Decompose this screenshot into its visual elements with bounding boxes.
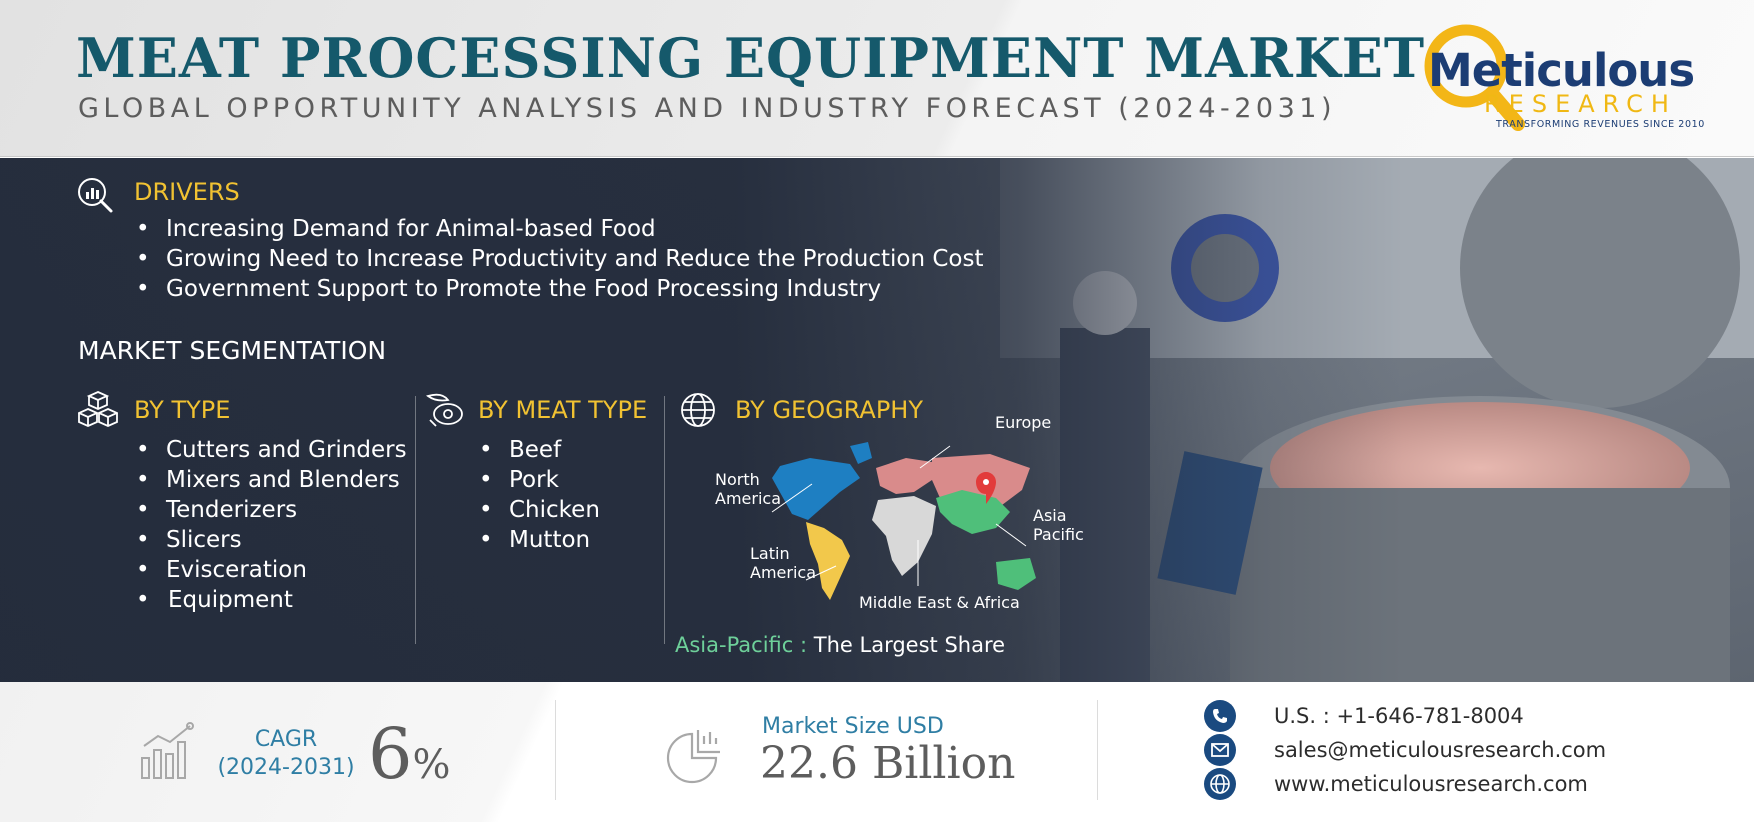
type-item: Slicers: [134, 525, 407, 555]
greenland-region: [850, 442, 872, 464]
map-pin-icon: [976, 472, 996, 504]
header-banner: MEAT PROCESSING EQUIPMENT MARKET GLOBAL …: [0, 0, 1754, 157]
driver-item: Increasing Demand for Animal-based Food: [134, 214, 984, 244]
by-meat-type-heading: BY MEAT TYPE: [478, 396, 648, 424]
largest-share-region: Asia-Pacific :: [675, 633, 808, 657]
mail-icon: [1204, 734, 1236, 766]
largest-share-text: The Largest Share: [813, 633, 1006, 657]
logo-subtitle: RESEARCH: [1484, 90, 1677, 118]
latin-america-region: [806, 522, 850, 600]
market-size-label: Market Size USD: [762, 714, 944, 739]
divider: [415, 396, 416, 644]
driver-item: Growing Need to Increase Productivity an…: [134, 244, 984, 274]
magnifier-chart-icon: [78, 178, 113, 213]
type-item: Tenderizers: [134, 495, 407, 525]
content-panel: DRIVERS Increasing Demand for Animal-bas…: [0, 158, 1754, 682]
europe-region: [876, 458, 932, 494]
map-label-latin-america: Latin America: [750, 544, 816, 582]
cagr-label: CAGR (2024-2031): [217, 727, 355, 780]
meat-type-item: Beef: [477, 435, 600, 465]
segmentation-title: MARKET SEGMENTATION: [78, 336, 387, 365]
phone-icon: [1204, 700, 1236, 732]
by-type-list: Cutters and Grinders Mixers and Blenders…: [134, 435, 407, 615]
pie-chart-icon: [666, 730, 720, 784]
globe-icon: [681, 393, 715, 427]
market-size-value: 22.6 Billion: [760, 738, 1016, 789]
company-logo[interactable]: Meticulous RESEARCH TRANSFORMING REVENUE…: [1412, 18, 1712, 138]
growth-chart-icon: [141, 722, 194, 779]
magnifier-logo-icon: [1424, 24, 1525, 131]
by-meat-type-list: Beef Pork Chicken Mutton: [477, 435, 600, 555]
page-title: MEAT PROCESSING EQUIPMENT MARKET: [76, 26, 1426, 90]
footer-divider: [1097, 700, 1098, 800]
content-layer: DRIVERS Increasing Demand for Animal-bas…: [0, 158, 1754, 682]
type-item-continued: Equipment: [134, 585, 407, 615]
email-address[interactable]: sales@meticulousresearch.com: [1274, 738, 1607, 762]
web-globe-icon: [1204, 768, 1236, 800]
north-america-region: [772, 458, 860, 520]
drivers-heading: DRIVERS: [134, 178, 240, 206]
asia-pacific-region: [936, 490, 1010, 534]
driver-item: Government Support to Promote the Food P…: [134, 274, 984, 304]
footer-divider: [555, 700, 556, 800]
meat-type-item: Pork: [477, 465, 600, 495]
map-label-north-america: North America: [715, 470, 781, 508]
map-label-asia-pacific: Asia Pacific: [1033, 506, 1084, 544]
meat-type-item: Mutton: [477, 525, 600, 555]
world-map: [771, 442, 1036, 600]
phone-number[interactable]: U.S. : +1-646-781-8004: [1274, 704, 1524, 728]
page-subtitle: GLOBAL OPPORTUNITY ANALYSIS AND INDUSTRY…: [78, 93, 1336, 124]
meat-icon: [426, 393, 463, 427]
by-geography-heading: BY GEOGRAPHY: [735, 396, 923, 424]
logo-name: Meticulous: [1428, 44, 1695, 97]
map-label-europe: Europe: [995, 413, 1052, 432]
website-url[interactable]: www.meticulousresearch.com: [1274, 772, 1588, 796]
type-item: Cutters and Grinders: [134, 435, 407, 465]
australia-region: [996, 558, 1036, 590]
largest-share-note: Asia-Pacific : The Largest Share: [675, 633, 1005, 657]
logo-tagline: TRANSFORMING REVENUES SINCE 2010: [1496, 119, 1705, 130]
divider: [664, 396, 665, 644]
footer-stats: CAGR (2024-2031) 6% Market Size USD 22.6…: [0, 682, 1754, 822]
by-type-heading: BY TYPE: [134, 396, 231, 424]
cagr-value: 6%: [368, 713, 451, 795]
boxes-icon: [78, 391, 118, 427]
mea-region: [872, 496, 936, 576]
meat-type-item: Chicken: [477, 495, 600, 525]
drivers-list: Increasing Demand for Animal-based Food …: [134, 214, 984, 304]
type-item: Evisceration: [134, 555, 407, 585]
type-item: Mixers and Blenders: [134, 465, 407, 495]
map-label-mea: Middle East & Africa: [859, 593, 1020, 612]
